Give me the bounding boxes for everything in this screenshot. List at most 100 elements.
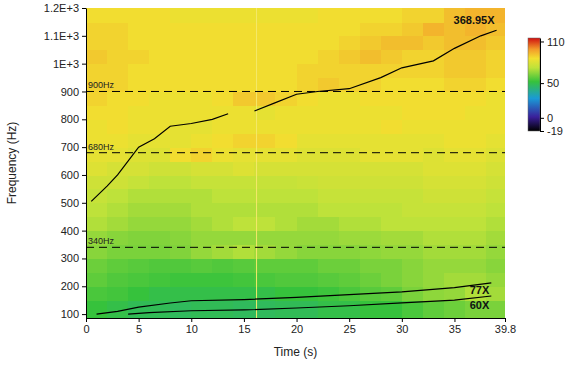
y-tick-mark: [82, 8, 86, 9]
heatmap-cell: [381, 78, 403, 93]
heatmap-cell: [275, 161, 297, 176]
heatmap-cell: [465, 91, 487, 106]
x-tick: 0: [83, 318, 89, 335]
heatmap-cell: [423, 147, 445, 162]
heatmap-cell: [318, 119, 340, 134]
heatmap-cell: [107, 105, 129, 120]
heatmap-cell: [381, 119, 403, 134]
heatmap-cell: [128, 203, 150, 218]
series-line: [128, 296, 491, 314]
x-tick-label: 10: [186, 323, 198, 335]
heatmap-cell: [381, 105, 403, 120]
heatmap-cell: [360, 64, 382, 79]
heatmap-cell: [423, 105, 445, 120]
heatmap-cell: [233, 64, 255, 79]
heatmap-cell: [275, 147, 297, 162]
heatmap-cell: [149, 64, 171, 79]
heatmap-cell: [170, 133, 192, 148]
reference-label: 680Hz: [88, 142, 115, 152]
heatmap-cell: [444, 217, 466, 232]
heatmap-cell: [212, 231, 234, 246]
heatmap-cell: [191, 258, 213, 273]
heatmap-cell: [233, 272, 255, 287]
heatmap-cell: [212, 245, 234, 260]
heatmap-cell: [402, 231, 424, 246]
heatmap-cell: [318, 50, 340, 65]
heatmap-cell: [465, 203, 487, 218]
heatmap-cell: [107, 64, 129, 79]
heatmap-cell: [212, 36, 234, 51]
heatmap-cell: [233, 50, 255, 65]
heatmap-cell: [486, 119, 505, 134]
heatmap-cell: [212, 22, 234, 37]
heatmap-cell: [360, 36, 382, 51]
heatmap-cell: [149, 22, 171, 37]
heatmap-cell: [254, 258, 276, 273]
heatmap-cell: [254, 147, 276, 162]
heatmap-cell: [423, 217, 445, 232]
heatmap-cell: [402, 175, 424, 190]
heatmap-cell: [149, 231, 171, 246]
heatmap-cell: [254, 161, 276, 176]
heatmap-cell: [254, 119, 276, 134]
color-bar-tick-mark: [540, 83, 544, 84]
heatmap-cell: [486, 231, 505, 246]
heatmap-cell: [275, 64, 297, 79]
heatmap-cell: [107, 50, 129, 65]
heatmap-cell: [233, 217, 255, 232]
x-tick-label: 30: [396, 323, 408, 335]
heatmap-cell: [170, 161, 192, 176]
heatmap-cell: [191, 91, 213, 106]
y-tick: 1.1E+3: [44, 30, 86, 42]
reference-line: [86, 91, 505, 92]
heatmap-cell: [191, 64, 213, 79]
heatmap-cell: [465, 105, 487, 120]
heatmap-cell: [486, 258, 505, 273]
heatmap-cell: [149, 8, 171, 23]
heatmap-cell: [339, 105, 361, 120]
heatmap-cell: [170, 64, 192, 79]
heatmap-cell: [423, 203, 445, 218]
heatmap-cell: [381, 161, 403, 176]
heatmap-cell: [318, 8, 340, 23]
heatmap-cell: [444, 147, 466, 162]
heatmap-cell: [149, 258, 171, 273]
x-tick-label: 0: [83, 323, 89, 335]
heatmap-cell: [360, 119, 382, 134]
heatmap-cell: [170, 36, 192, 51]
heatmap-cell: [486, 203, 505, 218]
x-tick: 25: [344, 318, 356, 335]
heatmap-cell: [149, 36, 171, 51]
color-bar-tick: 50: [540, 77, 559, 89]
heatmap-cell: [191, 8, 213, 23]
x-axis-line: [87, 318, 506, 319]
heatmap-cell: [381, 272, 403, 287]
heatmap-cell: [254, 64, 276, 79]
heatmap-cell: [254, 50, 276, 65]
heatmap-cell: [360, 8, 382, 23]
heatmap-cell: [444, 105, 466, 120]
heatmap-cell: [360, 78, 382, 93]
heatmap-cell: [149, 175, 171, 190]
heatmap-cell: [149, 161, 171, 176]
heatmap-cell: [149, 272, 171, 287]
y-tick-label: 200: [61, 280, 79, 292]
x-tick-label: 39.8: [495, 323, 516, 335]
heatmap-cell: [423, 119, 445, 134]
heatmap-cell: [297, 50, 319, 65]
heatmap-cell: [233, 161, 255, 176]
heatmap-cell: [297, 245, 319, 260]
heatmap-cell: [444, 91, 466, 106]
heatmap-cell: [339, 300, 361, 318]
heatmap-cell: [444, 258, 466, 273]
y-tick-label: 1.1E+3: [44, 30, 79, 42]
heatmap-cell: [339, 147, 361, 162]
y-tick: 800: [61, 113, 86, 125]
y-tick: 600: [61, 169, 86, 181]
heatmap-cell: [423, 133, 445, 148]
heatmap-cell: [402, 91, 424, 106]
heatmap-cell: [402, 203, 424, 218]
heatmap-cell: [128, 245, 150, 260]
x-tick-mark: [349, 318, 350, 322]
heatmap-cell: [297, 133, 319, 148]
